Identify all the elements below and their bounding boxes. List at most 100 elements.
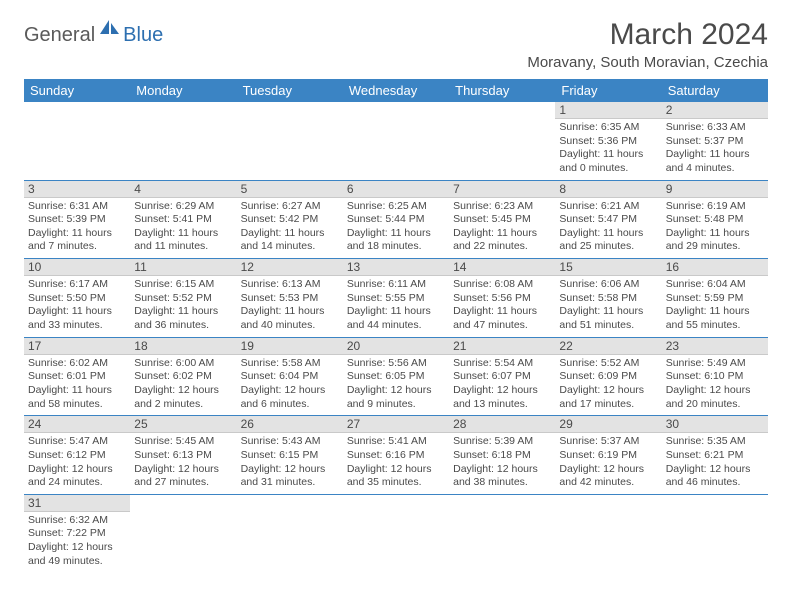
day-number: 4 — [130, 181, 236, 198]
day-content: Sunrise: 6:17 AMSunset: 5:50 PMDaylight:… — [24, 276, 130, 337]
sunrise-line: Sunrise: 6:31 AM — [28, 200, 126, 214]
day-content: Sunrise: 6:35 AMSunset: 5:36 PMDaylight:… — [555, 119, 661, 180]
sunrise-line: Sunrise: 6:17 AM — [28, 278, 126, 292]
sunrise-line: Sunrise: 6:11 AM — [347, 278, 445, 292]
logo-text-general: General — [24, 24, 95, 47]
day-number: 29 — [555, 416, 661, 433]
day-content: Sunrise: 5:54 AMSunset: 6:07 PMDaylight:… — [449, 355, 555, 416]
weekday-header: Thursday — [449, 79, 555, 102]
daylight-line: Daylight: 11 hours and 40 minutes. — [241, 305, 339, 332]
calendar-row: 31Sunrise: 6:32 AMSunset: 7:22 PMDayligh… — [24, 494, 768, 572]
day-content: Sunrise: 6:19 AMSunset: 5:48 PMDaylight:… — [662, 198, 768, 259]
day-content: Sunrise: 6:08 AMSunset: 5:56 PMDaylight:… — [449, 276, 555, 337]
calendar-cell: 12Sunrise: 6:13 AMSunset: 5:53 PMDayligh… — [237, 259, 343, 338]
calendar-row: 1Sunrise: 6:35 AMSunset: 5:36 PMDaylight… — [24, 102, 768, 180]
day-number: 16 — [662, 259, 768, 276]
day-number: 27 — [343, 416, 449, 433]
header: General Blue March 2024 Moravany, South … — [24, 18, 768, 71]
day-number: 15 — [555, 259, 661, 276]
day-number: 5 — [237, 181, 343, 198]
sunrise-line: Sunrise: 5:35 AM — [666, 435, 764, 449]
sunset-line: Sunset: 6:12 PM — [28, 449, 126, 463]
day-number: 8 — [555, 181, 661, 198]
calendar-cell: 3Sunrise: 6:31 AMSunset: 5:39 PMDaylight… — [24, 180, 130, 259]
sunrise-line: Sunrise: 6:00 AM — [134, 357, 232, 371]
day-number: 26 — [237, 416, 343, 433]
calendar-body: 1Sunrise: 6:35 AMSunset: 5:36 PMDaylight… — [24, 102, 768, 572]
sunrise-line: Sunrise: 5:47 AM — [28, 435, 126, 449]
calendar-row: 17Sunrise: 6:02 AMSunset: 6:01 PMDayligh… — [24, 337, 768, 416]
sunrise-line: Sunrise: 5:43 AM — [241, 435, 339, 449]
title-block: March 2024 Moravany, South Moravian, Cze… — [527, 18, 768, 71]
calendar-cell: 30 Sunrise: 5:35 AMSunset: 6:21 PMDayligh… — [662, 416, 768, 495]
day-number: 14 — [449, 259, 555, 276]
daylight-line: Daylight: 11 hours and 36 minutes. — [134, 305, 232, 332]
weekday-header: Tuesday — [237, 79, 343, 102]
calendar-cell: 19Sunrise: 5:58 AMSunset: 6:04 PMDayligh… — [237, 337, 343, 416]
day-content: Sunrise: 5:47 AMSunset: 6:12 PMDaylight:… — [24, 433, 130, 494]
sunset-line: Sunset: 5:41 PM — [134, 213, 232, 227]
daylight-line: Daylight: 12 hours and 17 minutes. — [559, 384, 657, 411]
daylight-line: Daylight: 12 hours and 49 minutes. — [28, 541, 126, 568]
sunrise-line: Sunrise: 6:21 AM — [559, 200, 657, 214]
weekday-header-row: SundayMondayTuesdayWednesdayThursdayFrid… — [24, 79, 768, 102]
calendar-row: 24Sunrise: 5:47 AMSunset: 6:12 PMDayligh… — [24, 416, 768, 495]
calendar-cell — [449, 494, 555, 572]
sunset-line: Sunset: 6:01 PM — [28, 370, 126, 384]
sunset-line: Sunset: 5:50 PM — [28, 292, 126, 306]
sunset-line: Sunset: 6:04 PM — [241, 370, 339, 384]
calendar-cell: 27Sunrise: 5:41 AMSunset: 6:16 PMDayligh… — [343, 416, 449, 495]
sunset-line: Sunset: 6:18 PM — [453, 449, 551, 463]
sunset-line: Sunset: 5:45 PM — [453, 213, 551, 227]
sunrise-line: Sunrise: 6:06 AM — [559, 278, 657, 292]
daylight-line: Daylight: 12 hours and 27 minutes. — [134, 463, 232, 490]
calendar-cell — [555, 494, 661, 572]
day-number: 21 — [449, 338, 555, 355]
day-content: Sunrise: 6:11 AMSunset: 5:55 PMDaylight:… — [343, 276, 449, 337]
sunset-line: Sunset: 5:47 PM — [559, 213, 657, 227]
sunrise-line: Sunrise: 6:19 AM — [666, 200, 764, 214]
sunrise-line: Sunrise: 6:15 AM — [134, 278, 232, 292]
sunset-line: Sunset: 5:48 PM — [666, 213, 764, 227]
calendar-cell: 15Sunrise: 6:06 AMSunset: 5:58 PMDayligh… — [555, 259, 661, 338]
calendar-cell: 29Sunrise: 5:37 AMSunset: 6:19 PMDayligh… — [555, 416, 661, 495]
daylight-line: Daylight: 12 hours and 6 minutes. — [241, 384, 339, 411]
day-content: Sunrise: 6:21 AMSunset: 5:47 PMDaylight:… — [555, 198, 661, 259]
calendar-cell — [130, 102, 236, 180]
sunset-line: Sunset: 6:21 PM — [666, 449, 764, 463]
calendar-cell — [343, 494, 449, 572]
calendar-cell — [24, 102, 130, 180]
calendar-cell: 31Sunrise: 6:32 AMSunset: 7:22 PMDayligh… — [24, 494, 130, 572]
calendar-cell: 1Sunrise: 6:35 AMSunset: 5:36 PMDaylight… — [555, 102, 661, 180]
sunset-line: Sunset: 5:42 PM — [241, 213, 339, 227]
day-number: 30 — [662, 416, 768, 433]
calendar-cell — [662, 494, 768, 572]
day-content: Sunrise: 5:45 AMSunset: 6:13 PMDaylight:… — [130, 433, 236, 494]
sunset-line: Sunset: 6:16 PM — [347, 449, 445, 463]
calendar-cell — [237, 494, 343, 572]
day-number: 11 — [130, 259, 236, 276]
logo-sail-icon — [99, 18, 121, 36]
day-content: Sunrise: 5:37 AMSunset: 6:19 PMDaylight:… — [555, 433, 661, 494]
daylight-line: Daylight: 12 hours and 46 minutes. — [666, 463, 764, 490]
location: Moravany, South Moravian, Czechia — [527, 54, 768, 71]
calendar-cell: 20Sunrise: 5:56 AMSunset: 6:05 PMDayligh… — [343, 337, 449, 416]
sunset-line: Sunset: 6:02 PM — [134, 370, 232, 384]
sunrise-line: Sunrise: 6:23 AM — [453, 200, 551, 214]
day-number: 2 — [662, 102, 768, 119]
sunset-line: Sunset: 5:44 PM — [347, 213, 445, 227]
calendar-cell: 6Sunrise: 6:25 AMSunset: 5:44 PMDaylight… — [343, 180, 449, 259]
day-content: Sunrise: 6:15 AMSunset: 5:52 PMDaylight:… — [130, 276, 236, 337]
sunset-line: Sunset: 6:15 PM — [241, 449, 339, 463]
day-number: 13 — [343, 259, 449, 276]
daylight-line: Daylight: 12 hours and 31 minutes. — [241, 463, 339, 490]
daylight-line: Daylight: 11 hours and 33 minutes. — [28, 305, 126, 332]
sunset-line: Sunset: 5:37 PM — [666, 135, 764, 149]
sunrise-line: Sunrise: 6:08 AM — [453, 278, 551, 292]
day-number: 20 — [343, 338, 449, 355]
sunrise-line: Sunrise: 6:35 AM — [559, 121, 657, 135]
sunset-line: Sunset: 5:53 PM — [241, 292, 339, 306]
daylight-line: Daylight: 11 hours and 25 minutes. — [559, 227, 657, 254]
logo-text-blue: Blue — [123, 24, 163, 47]
calendar-cell: 18Sunrise: 6:00 AMSunset: 6:02 PMDayligh… — [130, 337, 236, 416]
